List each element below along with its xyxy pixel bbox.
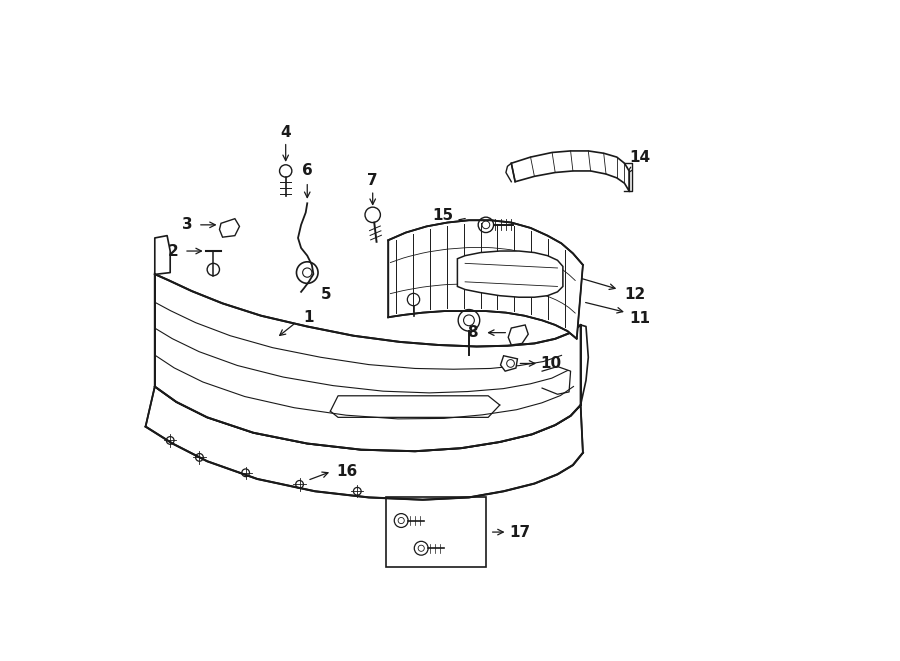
Text: 11: 11 [629,311,651,327]
Text: 6: 6 [302,163,312,178]
Polygon shape [500,356,518,371]
Text: 10: 10 [541,356,562,371]
Polygon shape [457,251,562,297]
Polygon shape [388,220,583,339]
Text: 5: 5 [320,287,331,301]
Text: 1: 1 [303,310,314,325]
Text: 8: 8 [467,325,478,340]
Polygon shape [146,387,583,500]
Text: 12: 12 [624,287,645,301]
Text: 17: 17 [509,525,530,539]
Polygon shape [511,151,629,191]
Bar [386,498,486,566]
Text: 9: 9 [464,271,474,286]
Text: 16: 16 [337,464,358,479]
Polygon shape [220,219,239,237]
Text: 15: 15 [432,208,454,223]
Text: 3: 3 [182,217,193,233]
Text: 2: 2 [168,243,178,258]
Text: 13: 13 [388,263,409,278]
Text: 4: 4 [281,125,291,140]
Circle shape [280,165,292,177]
Polygon shape [508,325,528,345]
Polygon shape [155,274,580,451]
Text: 7: 7 [367,173,378,188]
Text: 14: 14 [629,149,651,165]
